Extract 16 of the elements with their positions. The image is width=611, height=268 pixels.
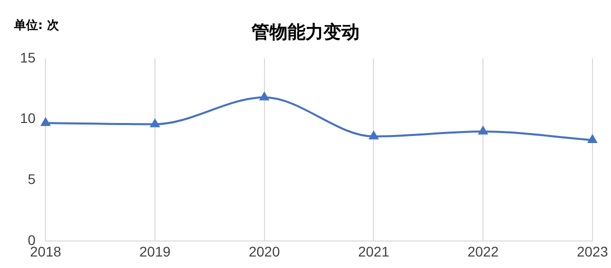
point [369, 131, 378, 140]
x-tick-label: 2022 [467, 243, 499, 260]
y-tick-label: 15 [20, 49, 36, 66]
chart-title: 管物能力变动 [252, 22, 360, 43]
point [260, 92, 269, 100]
x-tick-label: 2023 [576, 243, 608, 260]
x-tick-label: 2021 [358, 243, 390, 260]
point [588, 135, 597, 144]
y-tick-label: 5 [28, 171, 36, 188]
y-tick-label: 10 [20, 110, 36, 126]
x-tick-label: 2019 [139, 243, 171, 260]
point [150, 119, 160, 128]
text: 单位: 次 [14, 17, 59, 34]
x-tick-label: 2020 [248, 243, 280, 260]
point [41, 118, 50, 126]
point [478, 126, 488, 135]
